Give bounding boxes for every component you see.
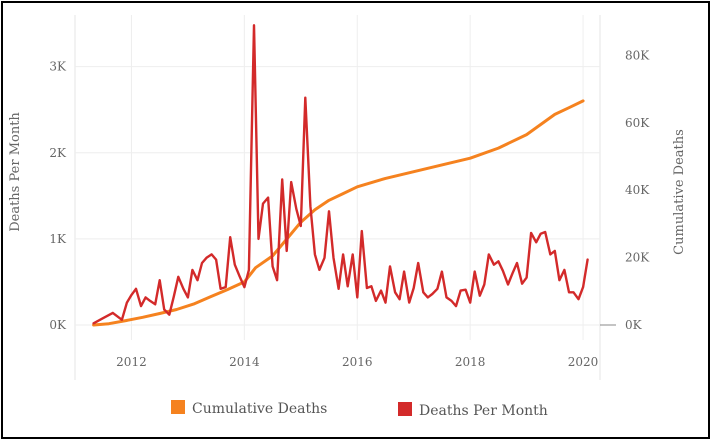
x-tick-label-2020: 2020	[568, 355, 599, 369]
y-left-tick-label-1k: 1K	[49, 232, 67, 246]
legend-swatch-cumulative-deaths	[171, 400, 185, 414]
x-tick-label-2012: 2012	[116, 355, 147, 369]
legend-label-deaths-per-month: Deaths Per Month	[419, 403, 548, 419]
x-tick-label-2018: 2018	[455, 355, 486, 369]
y-right-tick-label-40k: 40K	[625, 183, 650, 197]
y-left-tick-label-3k: 3K	[49, 60, 67, 74]
series-line-deaths-per-month	[92, 24, 589, 325]
legend-label-cumulative-deaths: Cumulative Deaths	[192, 401, 327, 417]
y-right-tick-label-0k: 0K	[625, 318, 643, 332]
x-tick-label-2014: 2014	[229, 355, 260, 369]
y-left-axis-title: Deaths Per Month	[8, 112, 23, 232]
chart-frame	[1, 1, 710, 439]
series-line-cumulative-deaths	[92, 99, 585, 327]
y-right-axis-title: Cumulative Deaths	[672, 129, 687, 255]
legend-swatch-deaths-per-month	[398, 402, 412, 416]
y-left-tick-label-0k: 0K	[49, 318, 67, 332]
y-right-tick-label-20k: 20K	[625, 251, 650, 265]
x-tick-label-2016: 2016	[342, 355, 373, 369]
legend: Cumulative Deaths Deaths Per Month	[171, 400, 548, 419]
y-left-tick-label-2k: 2K	[49, 146, 67, 160]
y-right-tick-label-80k: 80K	[625, 48, 650, 62]
y-right-tick-label-60k: 60K	[625, 116, 650, 130]
